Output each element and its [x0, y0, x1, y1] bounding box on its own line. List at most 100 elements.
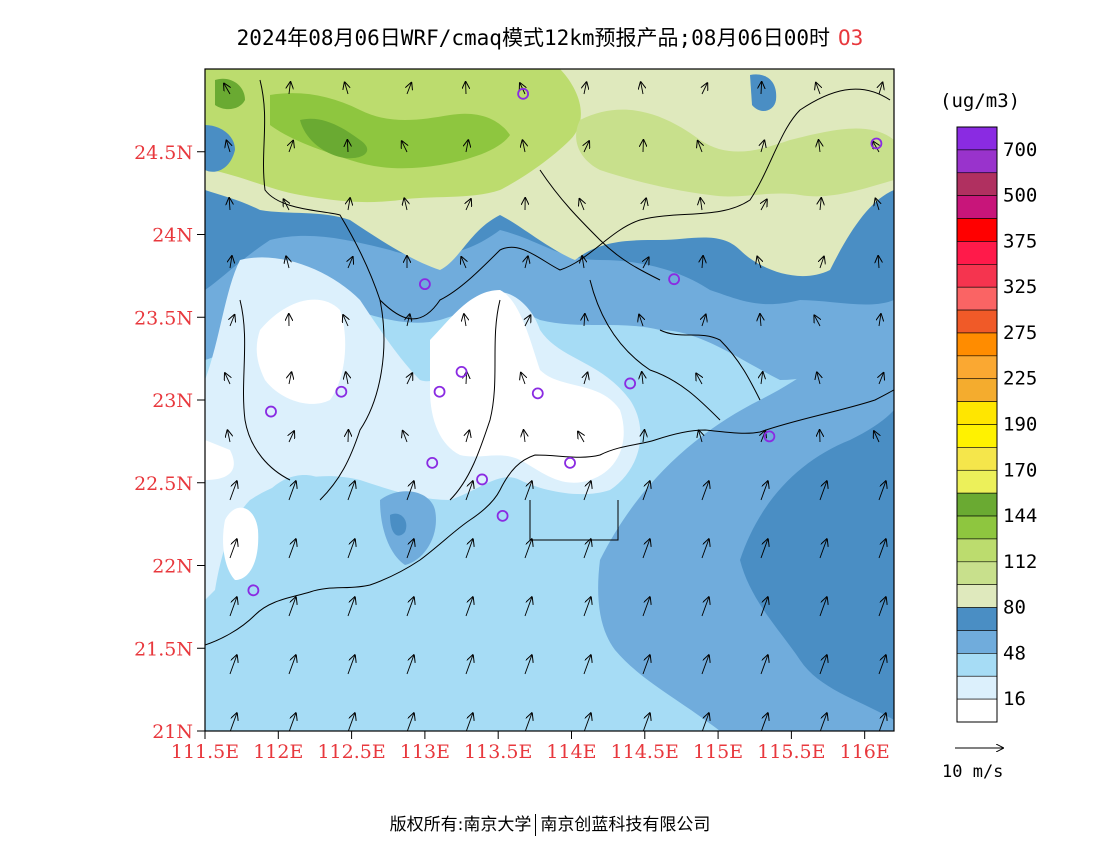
- field-layer-blob-dark: [390, 513, 407, 536]
- wind-arrow: [523, 140, 525, 153]
- legend-tick-label: 80: [1003, 597, 1026, 619]
- color-legend: 700 500 375 325 275 225 190 170 144 112 80 48 16: [956, 126, 1037, 723]
- legend-tick-label: 16: [1003, 688, 1026, 710]
- province-boundary: [259, 79, 891, 320]
- lat-tick-label: 23N: [152, 390, 193, 412]
- wind-arrow: [466, 140, 468, 153]
- wind-arrow: [230, 315, 234, 327]
- wind-arrow: [461, 257, 466, 269]
- legend-tick-label: 48: [1003, 642, 1026, 664]
- wind-arrow: [875, 199, 879, 211]
- wind-arrow: [878, 597, 886, 617]
- wind-arrow: [702, 83, 707, 95]
- field-layer-white-sw: [223, 507, 259, 580]
- legend-swatch: [956, 401, 998, 425]
- legend-swatch: [956, 492, 998, 517]
- legend-swatch: [956, 630, 998, 654]
- wind-arrow: [229, 198, 230, 211]
- wind-arrow: [819, 539, 827, 559]
- wind-arrow: [819, 655, 827, 675]
- wind-arrow: [760, 314, 761, 327]
- legend-swatch: [956, 447, 998, 471]
- wind-arrow: [524, 597, 532, 617]
- station-marker: [496, 509, 509, 522]
- wind-arrow: [525, 315, 530, 327]
- wind-arrow: [643, 257, 649, 269]
- wind-arrow: [698, 141, 702, 153]
- legend-swatch: [956, 584, 998, 608]
- wind-arrow: [229, 597, 237, 617]
- station-marker: [564, 456, 576, 469]
- wind-arrow: [466, 430, 469, 443]
- wind-arrow: [403, 431, 407, 443]
- wind-arrow: [817, 372, 820, 385]
- station-marker: [902, 304, 912, 314]
- wind-arrow: [816, 83, 820, 95]
- wind-arrow: [761, 82, 762, 95]
- legend-swatch: [956, 538, 998, 563]
- wind-arrow: [761, 431, 765, 443]
- wind-arrow: [701, 597, 709, 617]
- wind-arrow: [878, 539, 886, 559]
- station-marker: [870, 137, 883, 150]
- wind-arrow: [642, 597, 650, 617]
- wind-arrow: [760, 655, 768, 675]
- wind-arrow: [407, 314, 410, 327]
- wind-arrow: [642, 655, 650, 675]
- wind-arrow: [466, 199, 471, 211]
- wind-arrow: [701, 481, 709, 501]
- legend-tick-label: 375: [1003, 230, 1037, 252]
- station-marker: [531, 387, 544, 400]
- wind-arrow: [289, 431, 294, 443]
- lon-tick-label: 113.5E: [464, 741, 532, 763]
- wind-arrow: [407, 373, 412, 385]
- wind-arrow: [347, 655, 355, 675]
- wind-arrow: [584, 82, 586, 95]
- wind-arrow: [874, 431, 879, 443]
- legend-swatch: [956, 653, 998, 677]
- station-marker: [418, 278, 431, 291]
- city-boundary-2: [449, 299, 501, 501]
- legend-tick-label: 225: [1003, 368, 1037, 390]
- wind-arrow: [348, 257, 353, 269]
- lon-tick-label: 112.5E: [317, 741, 385, 763]
- lon-tick-label: 114.5E: [611, 741, 679, 763]
- wind-arrow: [760, 539, 768, 559]
- wind-arrow: [404, 198, 407, 211]
- wind-arrow: [760, 713, 768, 731]
- wind-arrow: [343, 315, 348, 327]
- legend-swatch: [956, 195, 998, 219]
- wind-arrow: [348, 198, 350, 211]
- wind-arrow: [229, 713, 237, 731]
- legend-tick-label: 144: [1003, 505, 1037, 527]
- wind-arrow: [701, 539, 709, 559]
- wind-arrow: [464, 314, 466, 327]
- wind-arrow: [701, 655, 709, 675]
- wind-arrow: [643, 198, 646, 211]
- wind-arrow: [347, 140, 348, 153]
- wind-arrow: [288, 713, 296, 731]
- wind-arrow: [288, 655, 296, 675]
- wind-arrow: [465, 713, 473, 731]
- wind-arrow: [702, 256, 703, 269]
- field-layer-dark-green-core: [300, 118, 368, 159]
- lat-tick-label: 21.5N: [134, 638, 193, 660]
- concentration-field: [205, 69, 912, 731]
- wind-arrow: [702, 315, 706, 327]
- wind-arrow: [346, 372, 348, 385]
- station-marker: [763, 430, 776, 443]
- wind-arrow: [465, 597, 473, 617]
- wind-arrow: [820, 198, 821, 211]
- legend-swatch: [956, 218, 998, 242]
- wind-arrow: [407, 83, 411, 95]
- title-species: O3: [838, 26, 864, 50]
- title-main: 2024年08月06日WRF/cmaq模式12km预报产品;08月06日00时: [236, 26, 831, 50]
- wind-arrow: [584, 141, 589, 153]
- city-boundary-6: [539, 169, 661, 281]
- wind-arrow: [701, 713, 709, 731]
- wind-arrow: [347, 597, 355, 617]
- wind-arrow: [583, 713, 591, 731]
- wind-arrow: [642, 539, 650, 559]
- wind-arrow: [583, 539, 591, 559]
